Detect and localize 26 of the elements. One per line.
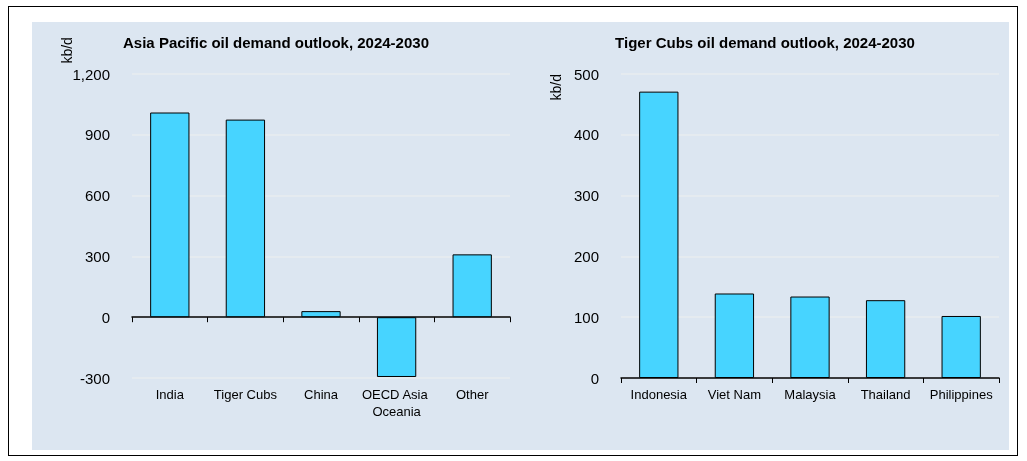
x-tick-label: Viet Nam: [707, 387, 762, 402]
y-tick-label: 300: [84, 247, 110, 265]
y-tick-label: 0: [590, 369, 599, 387]
y-tick-label: 0: [101, 308, 110, 326]
x-tick-label: China: [304, 387, 339, 402]
x-tick-label: India: [155, 387, 185, 402]
x-tick-label: Malaysia: [784, 387, 837, 402]
y-tick-label: 200: [573, 247, 599, 265]
y-tick-label: 100: [573, 308, 599, 326]
y-tick-label: 400: [573, 126, 599, 144]
x-tick-label: Tiger Cubs: [213, 387, 278, 402]
y-tick-label: 1,200: [72, 65, 110, 83]
y-tick-label: 600: [84, 187, 110, 205]
x-tick-label: Indonesia: [630, 387, 688, 402]
chart-title: Tiger Cubs oil demand outlook, 2024-2030: [615, 34, 915, 51]
x-tick-label: Thailand: [860, 387, 911, 402]
x-tick-label: Other: [455, 387, 490, 402]
x-tick-label: Philippines: [929, 387, 994, 402]
y-tick-label: 500: [573, 65, 599, 83]
y-tick-label: 300: [573, 187, 599, 205]
chart-title: Asia Pacific oil demand outlook, 2024-2030: [123, 34, 429, 51]
y-axis-title: kb/d: [59, 37, 75, 64]
x-tick-label: OECD Asia Oceania: [361, 387, 432, 419]
y-tick-label: -300: [79, 369, 110, 387]
y-axis-title: kb/d: [548, 74, 564, 101]
y-tick-label: 900: [84, 126, 110, 144]
